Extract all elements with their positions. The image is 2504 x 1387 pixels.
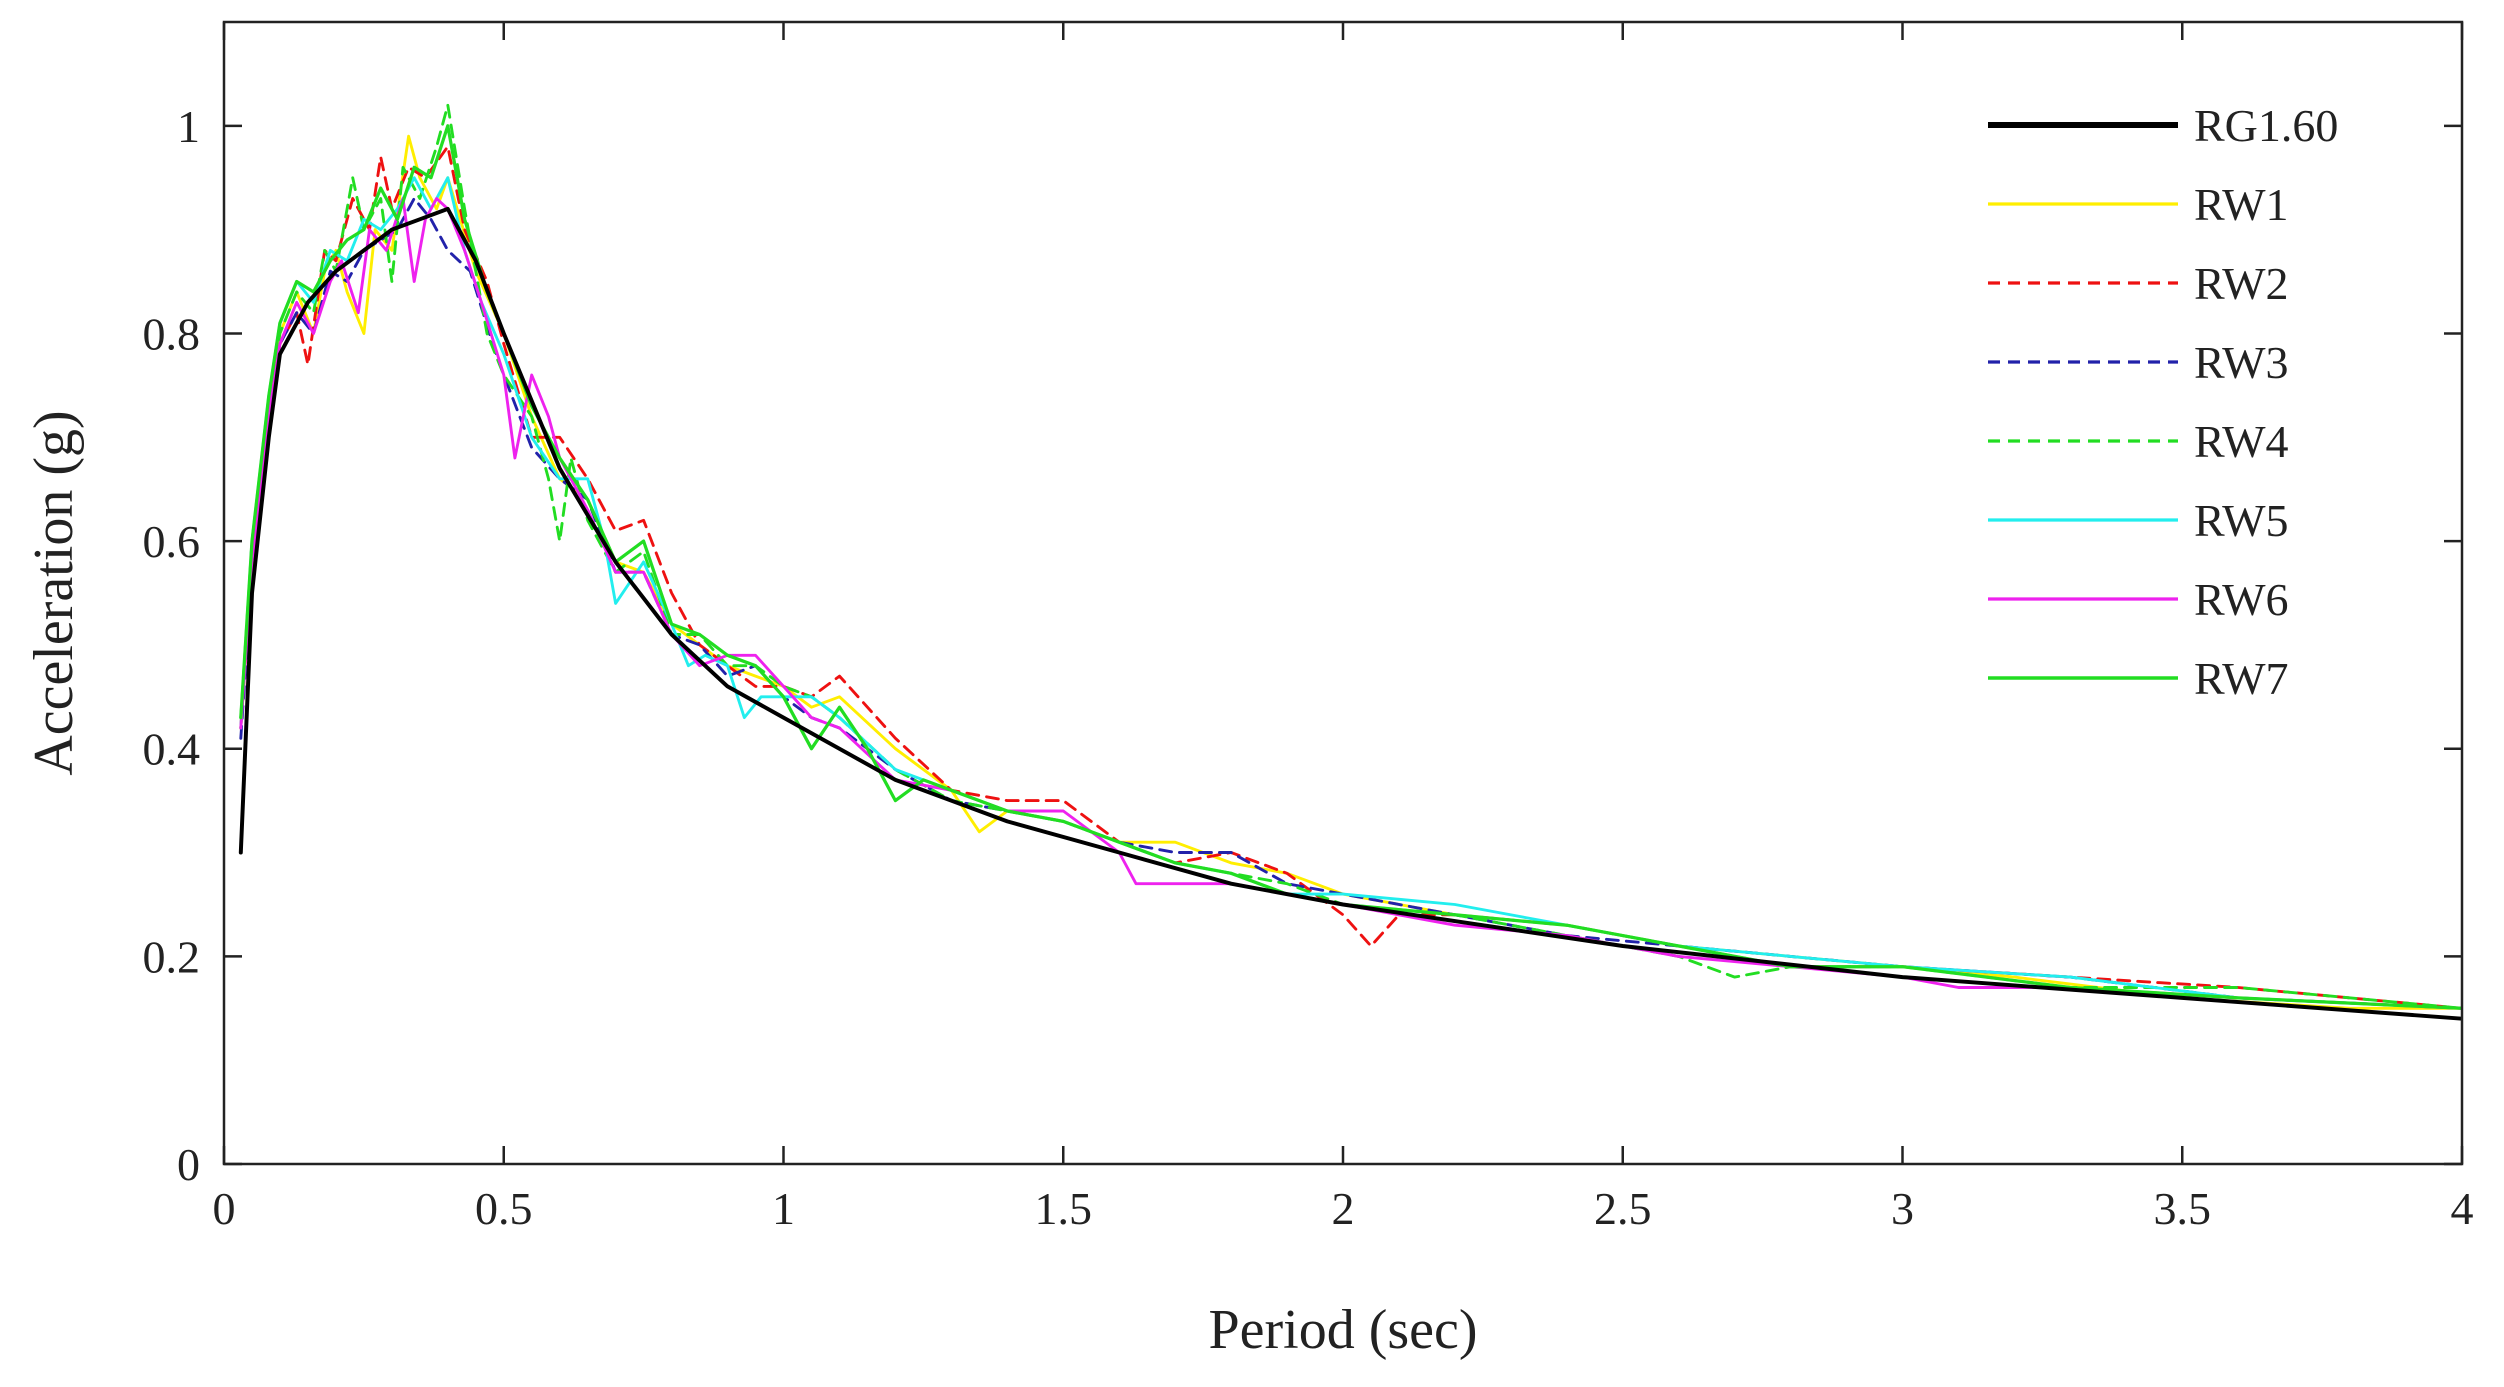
y-tick-label: 1 (177, 101, 200, 152)
series-line-rw3 (239, 197, 2462, 1010)
legend-label: RW2 (2194, 258, 2289, 309)
x-tick-label: 0.5 (475, 1183, 533, 1234)
legend-label: RW6 (2194, 574, 2289, 625)
legend-label: RW1 (2194, 179, 2289, 230)
legend-label: RW3 (2194, 337, 2289, 388)
legend-box (1970, 92, 2410, 716)
legend-label: RW5 (2194, 495, 2289, 546)
x-tick-label: 1 (772, 1183, 795, 1234)
x-tick-label: 2 (1332, 1183, 1355, 1234)
series-layer (238, 103, 2462, 1021)
x-tick-label: 2.5 (1594, 1183, 1652, 1234)
x-axis-title: Period (sec) (1208, 1299, 1477, 1361)
legend-label: RG1.60 (2194, 100, 2338, 151)
x-tick-label: 0 (213, 1183, 236, 1234)
series-line-rw5 (239, 176, 2462, 1010)
y-tick-label: 0.2 (143, 931, 201, 982)
series-line-rw6 (239, 197, 2462, 1010)
x-tick-label: 1.5 (1035, 1183, 1093, 1234)
legend: RG1.60 RW1 RW2 RW3 RW4 RW5 RW6 RW7 (1988, 100, 2338, 704)
y-tick-label: 0.6 (143, 516, 201, 567)
legend-label: RW4 (2194, 416, 2289, 467)
series-line-rg1-60 (238, 206, 2462, 1021)
y-axis-title: Acceleration (g) (23, 410, 85, 775)
ticks-layer: 0 0.5 1 1.5 2 2.5 3 3.5 4 0 0.2 0.4 0.6 0.8 1 (143, 22, 2474, 1234)
legend-label: RW7 (2194, 653, 2289, 704)
x-tick-label: 4 (2451, 1183, 2474, 1234)
y-tick-label: 0 (177, 1139, 200, 1190)
x-tick-label: 3 (1891, 1183, 1914, 1234)
y-tick-label: 0.4 (143, 724, 201, 775)
y-tick-label: 0.8 (143, 308, 201, 359)
x-tick-label: 3.5 (2154, 1183, 2212, 1234)
